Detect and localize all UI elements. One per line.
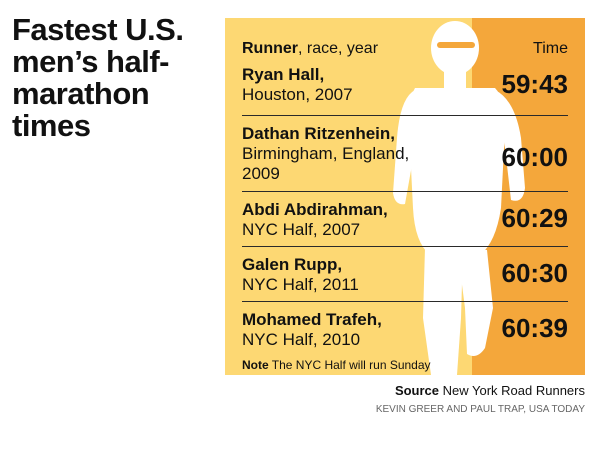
finish-time: 59:43 bbox=[501, 69, 569, 99]
runner-name: Dathan Ritzenhein, bbox=[242, 124, 396, 143]
row-divider bbox=[242, 191, 568, 192]
race-detail: NYC Half, 2007 bbox=[242, 220, 361, 239]
runner-silhouette-icon bbox=[393, 21, 525, 375]
source-text: New York Road Runners bbox=[439, 383, 585, 398]
time-column-header: Time bbox=[533, 40, 568, 57]
finish-time: 60:00 bbox=[501, 142, 569, 172]
note-text: The NYC Half will run Sunday bbox=[268, 358, 431, 372]
source-line: Source New York Road Runners bbox=[395, 383, 585, 398]
row-divider bbox=[242, 246, 568, 247]
footnote: Note The NYC Half will run Sunday bbox=[242, 358, 431, 372]
credit-line: Kevin Greer and Paul Trap, USA TODAY bbox=[375, 404, 585, 415]
runner-column-header: Runner bbox=[242, 40, 298, 57]
runner-name: Mohamed Trafeh, bbox=[242, 310, 382, 329]
source-label: Source bbox=[394, 383, 440, 398]
race-year-column-header: , race, year bbox=[298, 40, 379, 57]
row-divider bbox=[242, 301, 568, 302]
race-year: 2009 bbox=[242, 164, 280, 183]
table-header: Runner, race, year Time bbox=[242, 40, 568, 58]
runner-name: Abdi Abdirahman, bbox=[242, 200, 388, 219]
finish-time: 60:39 bbox=[501, 313, 569, 343]
page-title: Fastest U.S. men’s half-marathon times bbox=[12, 12, 184, 143]
race-detail: NYC Half, 2010 bbox=[242, 330, 361, 349]
runner-name: Ryan Hall, bbox=[242, 65, 325, 84]
race-detail: Houston, 2007 bbox=[242, 85, 353, 104]
race-detail: Birmingham, England, bbox=[242, 144, 410, 163]
race-detail: NYC Half, 2011 bbox=[242, 275, 359, 294]
data-table-panel: Runner, race, year Time Ryan Hall, Houst… bbox=[225, 18, 585, 375]
row-divider bbox=[242, 115, 568, 116]
finish-time: 60:29 bbox=[501, 203, 569, 233]
note-label: Note bbox=[242, 358, 269, 372]
runner-name: Galen Rupp, bbox=[242, 255, 343, 274]
finish-time: 60:30 bbox=[501, 258, 569, 288]
